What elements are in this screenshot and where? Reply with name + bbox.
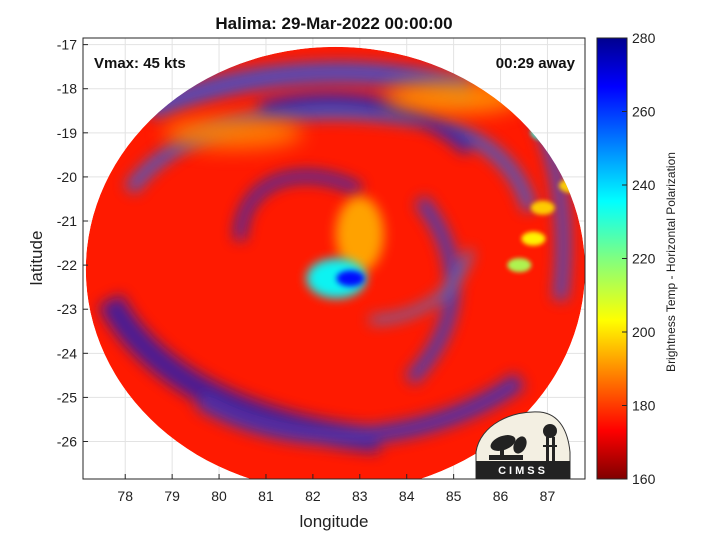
x-tick-label: 80 [211,488,227,504]
chart-title: Halima: 29-Mar-2022 00:00:00 [215,14,452,33]
logo-text: CIMSS [498,465,548,477]
feature-warm-band [335,196,384,273]
y-tick-label: -20 [57,169,77,185]
feature-outer-band [163,116,304,149]
x-tick-label: 83 [352,488,368,504]
x-tick-label: 87 [540,488,556,504]
x-tick-label: 86 [493,488,509,504]
feature-inner-ring [306,258,367,299]
feature-convective-cell [521,231,546,246]
colorbar-tick-label: 280 [632,30,656,46]
x-tick-label: 79 [164,488,180,504]
colorbar-tick-label: 220 [632,251,656,267]
colorbar-tick-label: 240 [632,177,656,193]
colorbar-ticks: 160 180 200 220 240 260 280 [622,30,656,487]
feature-eye-core [336,270,365,287]
x-axis: 78 79 80 81 82 83 84 85 86 87 [117,474,555,504]
logo-text-bar [476,461,570,479]
y-tick-label: -25 [57,389,77,405]
x-axis-label: longitude [299,512,368,531]
feature-convective-cell [507,258,532,273]
colorbar-label: Brightness Temp - Horizontal Polarizatio… [664,152,678,372]
y-tick-label: -21 [57,213,77,229]
y-tick-label: -26 [57,434,77,450]
y-axis-label: latitude [27,231,46,286]
y-axis: -17 -18 -19 -20 -21 -22 -23 -24 -25 -26 [57,37,88,450]
cimss-logo: CIMSS [475,411,571,480]
colorbar-tick-label: 180 [632,398,656,414]
colorbar-tick-label: 200 [632,324,656,340]
colorbar-tick-label: 160 [632,471,656,487]
x-tick-label: 78 [117,488,133,504]
y-tick-label: -23 [57,301,77,317]
time-offset-annotation: 00:29 away [496,55,576,72]
y-tick-label: -17 [57,37,77,53]
satellite-dish-icon [489,435,527,460]
spiral-bands [98,61,571,453]
y-tick-label: -24 [57,345,77,361]
x-tick-label: 81 [258,488,274,504]
colorbar-tick-label: 260 [632,104,656,120]
y-tick-label: -19 [57,125,77,141]
x-tick-label: 85 [446,488,462,504]
water-tower-icon [543,424,557,461]
vmax-annotation: Vmax: 45 kts [94,55,186,72]
feature-convective-cell [530,200,555,215]
x-tick-label: 84 [399,488,415,504]
plot-frame [82,37,586,480]
x-tick-label: 82 [305,488,321,504]
y-tick-label: -18 [57,81,77,97]
y-tick-label: -22 [57,257,77,273]
